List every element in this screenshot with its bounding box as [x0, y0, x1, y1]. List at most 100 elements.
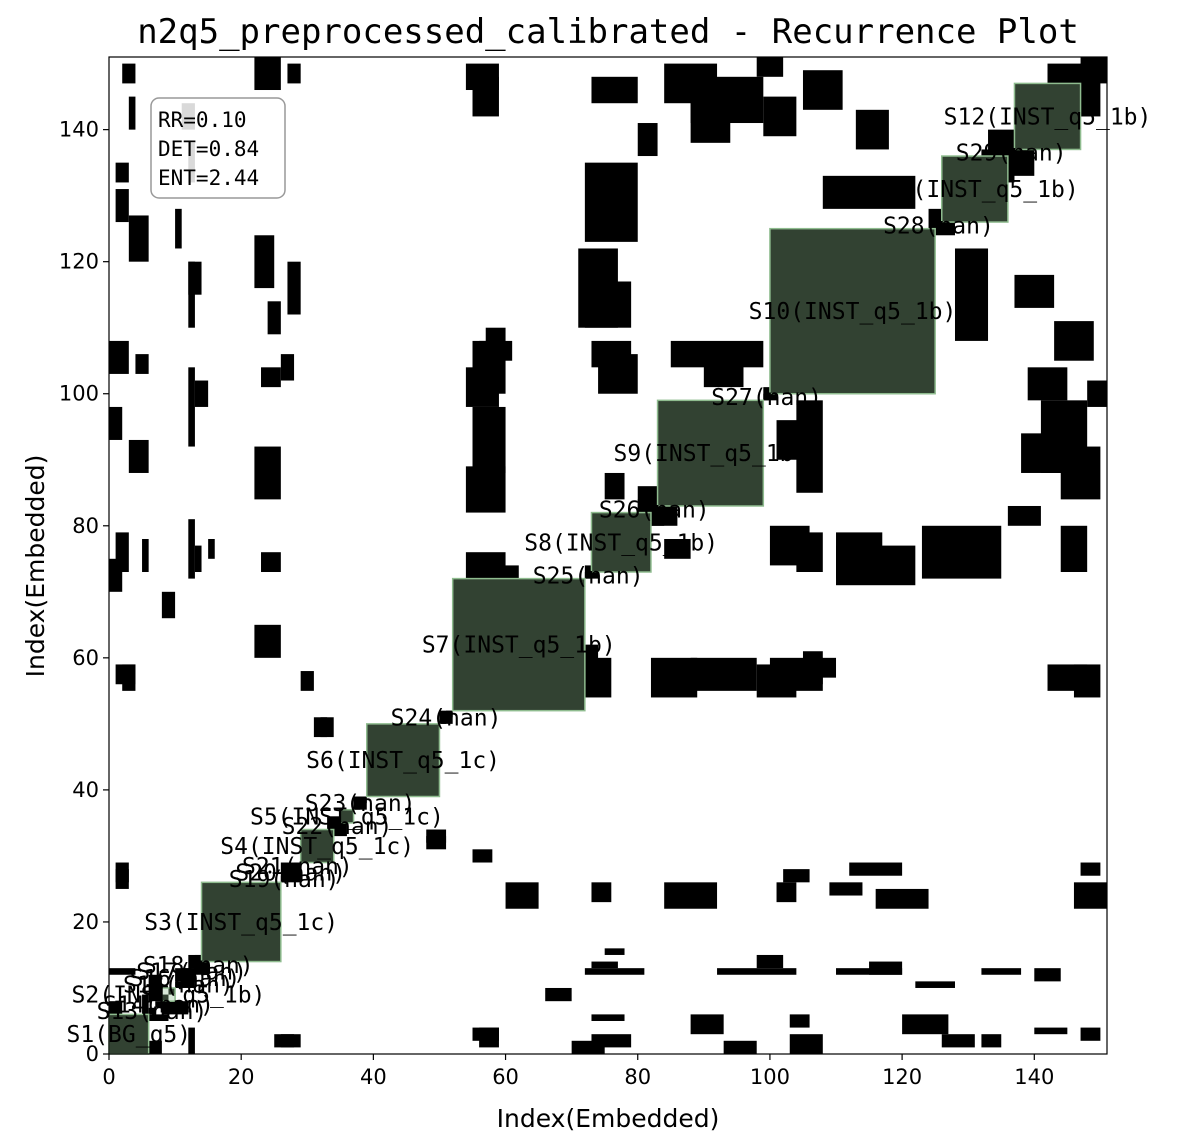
recurrence-cell-diag-25: [274, 882, 281, 889]
recurrence-cell-20t: [756, 954, 784, 969]
recurrence-cell-diag-3: [128, 1027, 136, 1035]
recurrence-cell-101t: [188, 519, 195, 579]
recurrence-cell-diag-67: [551, 605, 559, 612]
recurrence-cell-90: [1047, 664, 1088, 691]
recurrence-cell-95: [1087, 380, 1107, 407]
segment-label-11: S21(nan): [242, 854, 353, 880]
recurrence-cell-5: [122, 63, 136, 84]
y-tick-label-5: 100: [59, 382, 99, 406]
y-tick-label-6: 120: [59, 250, 99, 274]
recurrence-cell-92: [1073, 882, 1107, 909]
recurrence-cell-diag-64: [531, 624, 539, 632]
recurrence-cell-24t: [849, 862, 903, 876]
recurrence-cell-diag-110: [836, 321, 843, 328]
y-axis-ticks: 0 20 40 60 80 100 120 140: [59, 118, 109, 1066]
segment-box-18: [451, 577, 586, 712]
recurrence-cell-diag-81: [644, 512, 651, 520]
segment-label-1: S13(nan): [97, 999, 208, 1025]
recurrence-cell-63: [723, 1040, 757, 1054]
recurrence-cell-69t: [465, 367, 499, 407]
recurrence-cell-51t: [479, 565, 519, 599]
recurrence-cell-25: [287, 63, 301, 84]
recurrence-cell-diag-15: [208, 948, 215, 955]
segment-label-25: S28(nan): [883, 213, 994, 239]
recurrence-cell-43: [479, 1027, 499, 1048]
recurrence-cell-diag-116: [875, 281, 883, 289]
recurrence-cell-24: [287, 261, 301, 315]
recurrence-cell-diag-58: [492, 664, 499, 672]
recurrence-cell-13t: [591, 961, 618, 969]
recurrence-cell-16t: [789, 1014, 810, 1028]
recurrence-cell-51: [565, 644, 599, 685]
recurrence-cell-7: [148, 974, 162, 1002]
recurrence-cell-diag-44: [399, 756, 407, 764]
recurrence-cell-75t: [584, 281, 632, 328]
recurrence-cell-100t: [188, 367, 195, 447]
recurrence-cell-diag-141: [1040, 116, 1048, 124]
recurrence-cell-diag-12: [188, 968, 195, 975]
segment-label-20: S8(INST_q5_1b): [524, 530, 718, 556]
recurrence-cell-5t: [1080, 1027, 1101, 1041]
recurrence-cell-diag-102: [783, 373, 790, 381]
recurrence-cell-9: [175, 208, 182, 249]
recurrence-cell-71: [796, 532, 823, 573]
recurrence-cell-diag-42: [386, 770, 394, 777]
recurrence-cell-diag-20: [241, 915, 248, 922]
recurrence-cell-42t: [254, 624, 281, 658]
recurrence-cell-101: [584, 968, 645, 975]
recurrence-cell-diag-96: [743, 413, 751, 421]
recurrence-cell-15: [142, 1040, 162, 1054]
segment-label-2: S14(nan): [103, 992, 214, 1018]
recurrence-cell-9t: [915, 981, 955, 988]
recurrence-cell-diag-17: [221, 935, 228, 942]
segment-box-24: [769, 227, 936, 395]
recurrence-cell-diag-47: [419, 737, 427, 744]
recurrence-cell-60: [664, 538, 691, 559]
recurrence-cell-diag-5: [142, 1014, 149, 1021]
recurrence-cell-17t: [545, 987, 572, 1002]
y-tick-label-2: 40: [72, 778, 99, 802]
recurrence-cell-diag-135: [1001, 156, 1008, 163]
segment-label-10: S20(nan): [235, 860, 346, 886]
recurrence-cell-33: [366, 750, 380, 784]
recurrence-cell-85: [1007, 149, 1015, 157]
recurrence-cell-70t: [109, 340, 129, 374]
recurrence-cell-diag-54: [465, 690, 473, 698]
recurrence-cell-diag-31: [313, 842, 321, 850]
recurrence-cell-66t: [1027, 367, 1068, 401]
recurrence-cell-95t: [756, 57, 784, 77]
recurrence-cell-diag-109: [829, 327, 837, 335]
segment-label-21: S26(nan): [599, 497, 710, 523]
recurrence-cell-diag-24: [267, 888, 275, 896]
recurrence-cell-diag-98: [756, 400, 764, 407]
recurrence-cell-91t: [802, 70, 843, 110]
segment-box-12: [299, 828, 335, 864]
stats-box: RR=0.10 DET=0.84 ENT=2.44: [150, 97, 286, 199]
recurrence-cell-15t: [109, 1001, 123, 1021]
chart-title: n2q5_preprocessed_calibrated - Recurrenc…: [137, 12, 1079, 52]
recurrence-cell-diag-66: [545, 611, 552, 619]
y-tick-label-0: 0: [86, 1042, 99, 1066]
segment-boxes: [108, 82, 1082, 1055]
y-axis-label: Index(Embedded): [21, 455, 50, 678]
recurrence-cell-diag-115: [869, 288, 876, 295]
recurrence-cell-60t: [604, 472, 625, 500]
recurrence-cell-97t: [637, 123, 658, 157]
recurrence-cell-diag-83: [657, 499, 665, 506]
segment-label-18: S7(INST_q5_1b): [422, 633, 616, 659]
x-tick-label-0: 0: [102, 1065, 115, 1089]
segment-box-0: [108, 1013, 150, 1055]
segment-label-26: S11(INST_q5_1b): [871, 177, 1079, 203]
recurrence-cell-63t: [109, 406, 123, 440]
recurrence-cell-diag-113: [855, 301, 863, 308]
recurrence-cell-diag-32: [320, 836, 328, 843]
recurrence-cell-diag-133: [988, 169, 995, 176]
recurrence-cell-diag-39: [366, 789, 374, 797]
segment-label-13: S22(nan): [282, 814, 393, 840]
recurrence-cell-39t: [690, 657, 757, 691]
stats-ent: ENT=2.44: [158, 166, 259, 190]
segment-label-16: S6(INST_q5_1c): [306, 748, 500, 774]
recurrence-cell-diag-71: [578, 578, 585, 586]
recurrence-cell-diag-105: [802, 354, 810, 361]
